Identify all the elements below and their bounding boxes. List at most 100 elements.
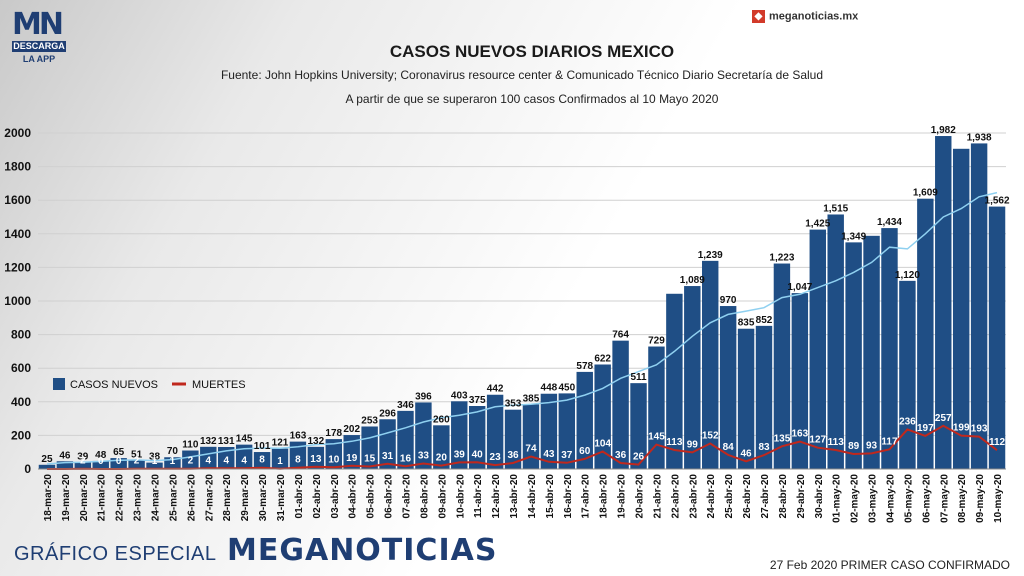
case-bar <box>612 340 629 469</box>
case-bar <box>684 286 701 469</box>
case-data-label: 253 <box>361 415 378 426</box>
x-tick-label: 20-mar-20 <box>79 474 90 522</box>
site-link[interactable]: ◆ meganoticias.mx <box>752 10 858 23</box>
case-data-label: 852 <box>756 315 773 326</box>
case-data-label: 396 <box>415 391 432 402</box>
case-bar <box>827 214 844 469</box>
case-bar <box>56 461 74 469</box>
y-tick-label: 0 <box>24 462 31 476</box>
case-bar <box>200 446 217 469</box>
case-bar <box>92 460 109 469</box>
case-data-label: 101 <box>254 441 271 452</box>
death-data-label: 31 <box>382 451 394 462</box>
x-tick-label: 10-abr-20 <box>455 474 466 519</box>
case-data-label: 38 <box>149 452 161 463</box>
case-data-label: 163 <box>290 431 307 442</box>
x-tick-label: 10-may-20 <box>993 474 1004 523</box>
x-tick-label: 07-may-20 <box>939 474 950 523</box>
case-bar <box>863 235 880 469</box>
case-bar <box>522 404 540 469</box>
x-tick-label: 08-abr-20 <box>419 474 430 519</box>
case-bar <box>218 446 235 469</box>
death-data-label: 99 <box>687 439 699 450</box>
death-data-label: 257 <box>935 413 952 424</box>
x-tick-label: 13-abr-20 <box>509 474 520 519</box>
case-bar <box>325 439 342 469</box>
footer-first-case-note: 27 Feb 2020 PRIMER CASO CONFIRMADO <box>769 558 1010 572</box>
legend-swatch-cases <box>53 378 65 390</box>
case-data-label: 1,425 <box>805 219 830 230</box>
y-tick-label: 400 <box>11 395 31 409</box>
case-data-label: 403 <box>451 390 468 401</box>
case-bar <box>38 464 56 469</box>
death-data-label: 135 <box>774 433 791 444</box>
x-tick-label: 22-mar-20 <box>115 474 126 522</box>
x-tick-label: 28-mar-20 <box>222 474 233 522</box>
case-bar <box>845 242 862 469</box>
case-bar <box>952 148 970 470</box>
case-data-label: 442 <box>487 384 504 395</box>
x-tick-label: 19-mar-20 <box>61 474 72 522</box>
death-data-label: 1 <box>170 456 176 467</box>
case-data-label: 1,120 <box>895 270 920 281</box>
death-data-label: 113 <box>666 437 683 448</box>
case-data-label: 835 <box>738 318 755 329</box>
death-data-label: 60 <box>579 446 591 457</box>
case-bar <box>397 410 414 469</box>
x-tick-label: 18-abr-20 <box>599 474 610 519</box>
death-data-label: 46 <box>741 448 753 459</box>
case-data-label: 1,938 <box>967 132 992 143</box>
x-tick-label: 19-abr-20 <box>617 474 628 519</box>
death-data-label: 40 <box>472 449 484 460</box>
case-data-label: 178 <box>325 428 342 439</box>
case-bar <box>235 444 253 469</box>
x-tick-label: 23-mar-20 <box>133 474 144 522</box>
x-tick-label: 11-abr-20 <box>473 474 484 518</box>
case-data-label: 1,047 <box>787 282 812 293</box>
case-data-label: 1,349 <box>841 231 866 242</box>
death-data-label: 1 <box>277 456 283 467</box>
case-data-label: 970 <box>720 295 737 306</box>
death-data-label: 145 <box>648 432 665 443</box>
meganoticias-square-icon: ◆ <box>752 10 765 23</box>
case-data-label: 296 <box>379 408 396 419</box>
x-tick-label: 09-may-20 <box>975 474 986 523</box>
x-tick-label: 21-mar-20 <box>97 474 108 522</box>
case-bar <box>271 448 289 469</box>
death-data-label: 15 <box>364 453 376 464</box>
death-data-label: 2 <box>134 456 140 467</box>
case-data-label: 48 <box>95 450 107 461</box>
x-tick-label: 26-abr-20 <box>742 474 753 519</box>
case-data-label: 346 <box>397 400 414 411</box>
logo-mark: MN <box>12 7 64 42</box>
case-bar <box>630 383 647 469</box>
x-tick-label: 24-abr-20 <box>706 474 717 519</box>
y-tick-label: 2000 <box>4 126 31 140</box>
case-data-label: 131 <box>218 436 235 447</box>
case-data-label: 260 <box>433 414 450 425</box>
case-bar <box>899 280 916 469</box>
death-data-label: 1 <box>152 456 158 467</box>
x-tick-label: 22-abr-20 <box>670 474 681 519</box>
x-tick-label: 03-abr-20 <box>330 474 341 519</box>
death-data-label: 4 <box>206 455 212 466</box>
x-tick-label: 31-mar-20 <box>276 474 287 522</box>
case-data-label: 132 <box>200 436 217 447</box>
death-data-label: 26 <box>633 452 645 463</box>
case-bar <box>451 401 468 469</box>
case-data-label: 448 <box>541 383 558 394</box>
case-data-label: 385 <box>523 393 540 404</box>
case-data-label: 622 <box>594 354 611 365</box>
death-data-label: 113 <box>828 437 845 448</box>
death-data-label: 10 <box>328 454 340 465</box>
x-tick-label: 06-abr-20 <box>384 474 395 519</box>
case-bar <box>737 328 755 469</box>
case-data-label: 511 <box>630 372 647 383</box>
case-bar <box>558 393 576 469</box>
case-bar <box>307 446 325 469</box>
app-logo[interactable]: MN DESCARGA LA APP <box>12 10 66 64</box>
case-data-label: 764 <box>612 330 629 341</box>
x-tick-label: 25-abr-20 <box>724 474 735 519</box>
x-tick-label: 05-may-20 <box>903 474 914 523</box>
x-tick-label: 03-may-20 <box>868 474 879 523</box>
